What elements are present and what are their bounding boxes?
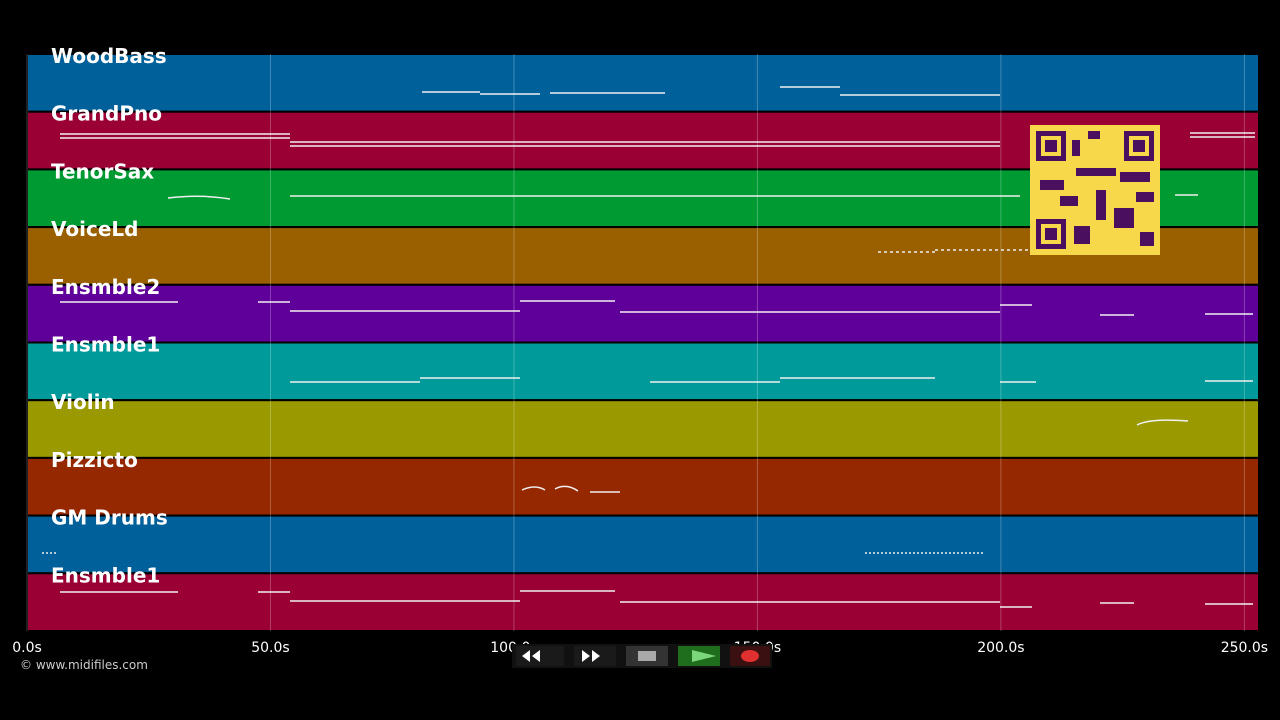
track-name: Pizzicto [51,448,138,472]
note [60,300,1253,316]
note [167,194,1198,200]
record-button[interactable] [730,646,770,666]
controls [512,644,772,668]
note [1136,419,1189,426]
note [422,86,1000,96]
track-lane [26,341,1260,402]
track-name: Ensmble1 [51,333,160,357]
time-tick-label: 50.0s [251,640,289,656]
track-name: GM Drums [51,506,168,530]
footer: © www.midifiles.com [20,658,148,672]
track-name: GrandPno [51,102,162,126]
track-name: Ensmble2 [51,275,160,299]
note [521,485,620,493]
play-button[interactable] [678,646,720,666]
note [878,249,1030,253]
time-tick-label: 250.0s [1221,640,1268,656]
note [290,377,1253,383]
notes [42,86,1255,608]
note [60,132,1255,147]
time-tick-label: 200.0s [977,640,1024,656]
track-lane [26,283,1260,344]
track-name: WoodBass [51,44,167,68]
track-lane [26,456,1260,517]
track-lane [26,53,1260,113]
track-name: Violin [51,390,115,414]
track-lane [26,399,1260,459]
note [60,590,1253,608]
rewind-button[interactable] [516,646,564,666]
track-name: VoiceLd [51,217,138,241]
track-name: TenorSax [51,159,154,183]
time-tick-label: 0.0s [12,640,42,656]
qr-code [1030,125,1160,255]
track-lane [26,514,1260,575]
forward-button[interactable] [574,646,616,666]
track-name: Ensmble1 [51,563,160,587]
stop-button[interactable] [626,646,668,666]
